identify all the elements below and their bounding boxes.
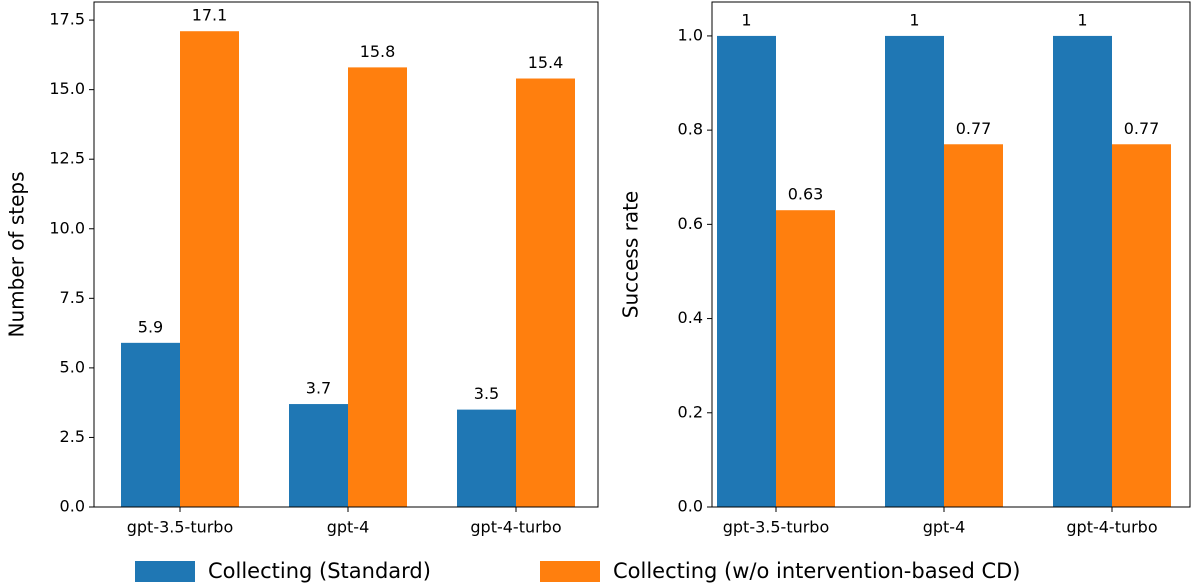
y-tick-label: 15.0 — [49, 79, 85, 98]
y-tick-label: 0.2 — [678, 402, 703, 421]
axes-frame — [93, 1, 599, 508]
bar — [348, 67, 407, 507]
y-tick-label: 12.5 — [49, 149, 85, 168]
bar — [516, 78, 575, 508]
value-label: 0.63 — [788, 185, 824, 204]
x-tick-label: gpt-4-turbo — [470, 518, 561, 537]
bar — [776, 210, 835, 508]
value-label: 17.1 — [192, 6, 228, 25]
value-label: 3.5 — [474, 384, 499, 403]
y-axis-label: Number of steps — [5, 171, 29, 337]
x-tick-label: gpt-4-turbo — [1066, 518, 1157, 537]
legend-label: Collecting (w/o intervention-based CD) — [613, 559, 1020, 583]
value-label: 1 — [741, 10, 751, 29]
bar — [289, 404, 348, 507]
y-tick-label: 10.0 — [49, 218, 85, 237]
y-tick-label: 7.5 — [60, 288, 85, 307]
bar — [717, 35, 776, 508]
bar — [1053, 35, 1112, 508]
y-tick-label: 1.0 — [678, 25, 703, 44]
value-label: 0.77 — [1124, 119, 1160, 138]
value-label: 5.9 — [138, 317, 163, 336]
value-label: 1 — [909, 10, 919, 29]
legend-swatch — [135, 561, 195, 582]
x-tick-label: gpt-3.5-turbo — [723, 518, 830, 537]
y-tick-label: 0.6 — [678, 214, 703, 233]
legend-swatch — [540, 561, 600, 582]
y-tick-label: 2.5 — [60, 427, 85, 446]
y-tick-label: 0.0 — [60, 497, 85, 516]
y-tick-label: 5.0 — [60, 357, 85, 376]
value-label: 3.7 — [306, 379, 331, 398]
y-tick-label: 17.5 — [49, 10, 85, 29]
y-tick-label: 0.0 — [678, 497, 703, 516]
legend-label: Collecting (Standard) — [208, 559, 431, 583]
y-tick-label: 0.8 — [678, 120, 703, 139]
value-label: 1 — [1077, 10, 1087, 29]
bar — [944, 144, 1003, 507]
bar — [180, 31, 239, 508]
bar — [885, 35, 944, 508]
x-tick-label: gpt-4 — [327, 518, 370, 537]
value-label: 15.8 — [360, 42, 396, 61]
value-label: 15.4 — [528, 53, 564, 72]
value-label: 0.77 — [956, 119, 992, 138]
x-tick-label: gpt-4 — [923, 518, 966, 537]
bar — [457, 409, 516, 507]
x-tick-label: gpt-3.5-turbo — [127, 518, 234, 537]
bar — [121, 342, 180, 507]
y-axis-label: Success rate — [619, 191, 643, 319]
y-tick-label: 0.4 — [678, 308, 703, 327]
bar — [1112, 144, 1171, 507]
axes-frame — [711, 1, 1191, 508]
